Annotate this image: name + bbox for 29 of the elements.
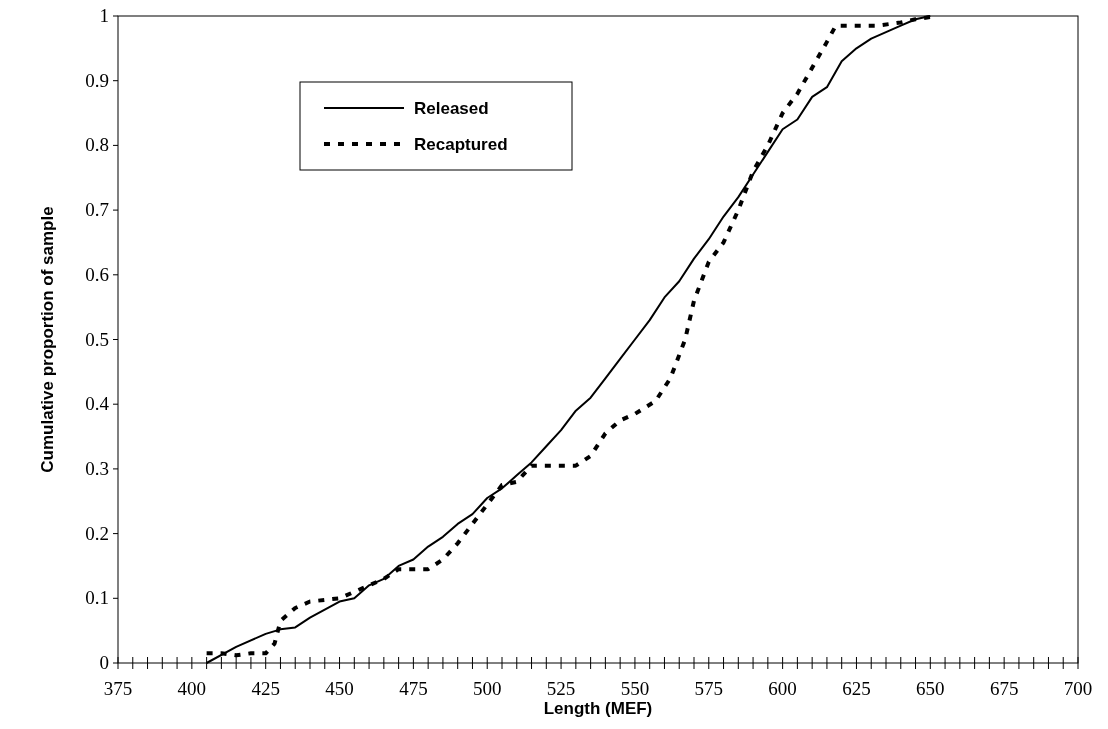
- x-tick-label: 675: [989, 678, 1019, 699]
- x-tick-label: 500: [472, 678, 502, 699]
- legend-label: Recaptured: [414, 135, 508, 154]
- x-tick-label: 650: [916, 678, 945, 699]
- x-tick-label: 700: [1063, 678, 1093, 699]
- y-tick-label: 0.2: [85, 522, 109, 544]
- y-tick-label: 0.5: [85, 328, 109, 350]
- legend-label: Released: [414, 99, 489, 118]
- y-tick-label: 0: [99, 652, 109, 673]
- x-tick-label: 400: [177, 678, 207, 699]
- y-tick-label: 0.1: [85, 587, 109, 609]
- x-tick-label: 450: [325, 678, 354, 699]
- y-tick-label: 0.7: [85, 199, 109, 221]
- y-axis-title: Cumulative proportion of sample: [38, 206, 57, 473]
- x-axis-title: Length (MEF): [543, 699, 653, 718]
- x-tick-label: 550: [620, 678, 650, 699]
- x-tick-label: 525: [546, 678, 576, 699]
- y-tick-label: 0.4: [85, 393, 110, 415]
- x-tick-label: 625: [842, 678, 871, 699]
- x-tick-label: 375: [103, 678, 133, 699]
- y-tick-label: 0.8: [85, 134, 109, 156]
- x-tick-label: 475: [399, 678, 428, 699]
- y-tick-label: 0.3: [85, 457, 109, 479]
- y-tick-label: 0.9: [85, 69, 109, 91]
- y-tick-label: 1: [99, 5, 109, 26]
- x-tick-label: 425: [251, 678, 280, 699]
- y-tick-label: 0.6: [85, 263, 109, 285]
- x-tick-label: 600: [768, 678, 797, 699]
- x-tick-label: 575: [694, 678, 724, 699]
